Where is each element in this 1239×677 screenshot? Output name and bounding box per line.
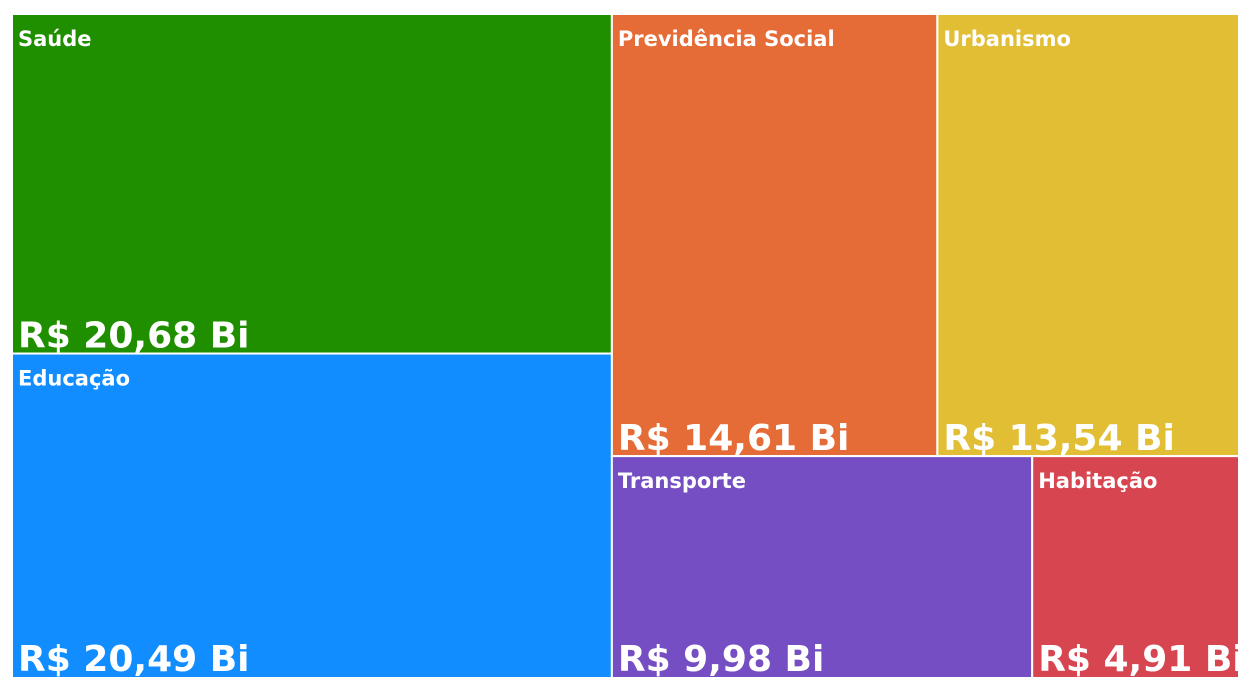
tile-value: R$ 20,68 Bi — [18, 316, 250, 357]
tile-labels: Transporte R$ 9,98 Bi — [618, 469, 824, 677]
tile-name: Urbanismo — [943, 27, 1071, 51]
tile-value: R$ 20,49 Bi — [18, 639, 250, 677]
tile-name: Previdência Social — [618, 27, 835, 51]
tile-labels: Previdência Social R$ 14,61 Bi — [618, 27, 850, 459]
tile-value: R$ 13,54 Bi — [943, 418, 1175, 459]
tile — [610, 13, 939, 458]
tile-labels: Saúde R$ 20,68 Bi — [18, 27, 250, 357]
tile — [936, 13, 1239, 458]
tile-value: R$ 9,98 Bi — [618, 639, 824, 677]
tile — [610, 455, 1034, 677]
tile-labels: Educação R$ 20,49 Bi — [18, 367, 250, 677]
tile — [11, 352, 613, 677]
tile — [11, 13, 613, 355]
tile-name: Habitação — [1038, 469, 1157, 493]
tile-labels: Urbanismo R$ 13,54 Bi — [943, 27, 1175, 459]
tile-value: R$ 14,61 Bi — [618, 418, 850, 459]
tile-value: R$ 4,91 Bi — [1038, 639, 1239, 677]
tile-labels: Habitação R$ 4,91 Bi — [1038, 469, 1239, 677]
tile-name: Educação — [18, 367, 130, 391]
tile — [1031, 455, 1239, 677]
tile-name: Saúde — [18, 27, 92, 51]
tile-name: Transporte — [618, 469, 746, 493]
